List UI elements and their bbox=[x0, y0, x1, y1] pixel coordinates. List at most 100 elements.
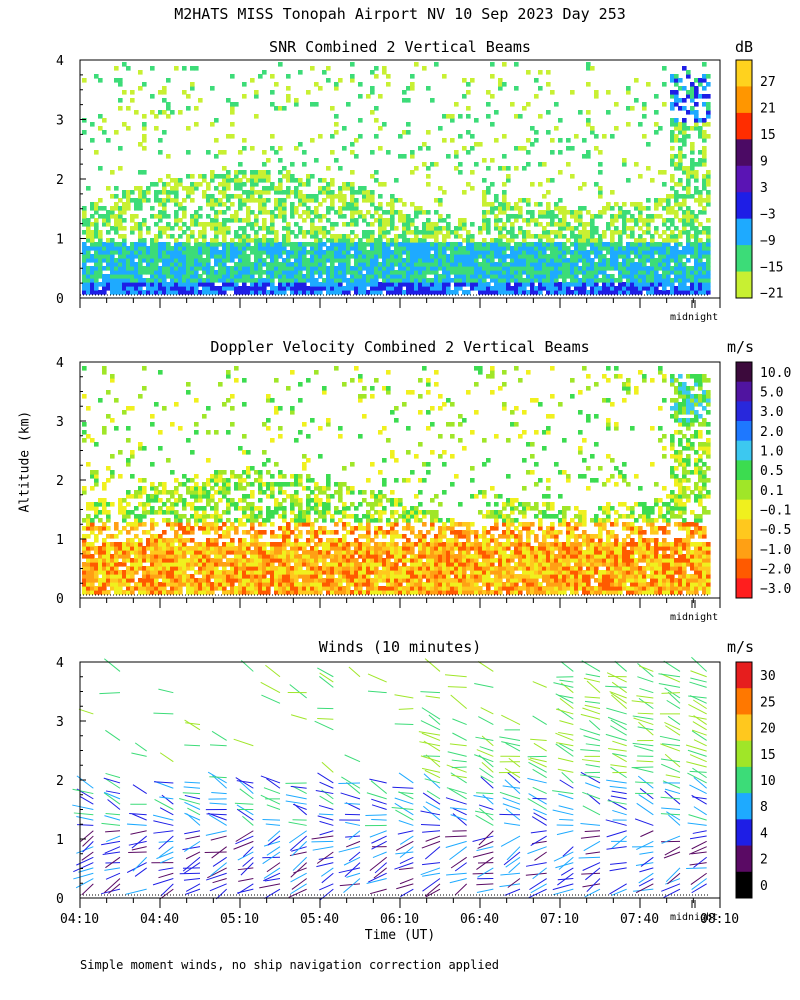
data-cell bbox=[662, 274, 667, 279]
data-cell bbox=[494, 286, 499, 291]
data-cell bbox=[358, 94, 363, 99]
data-cell bbox=[190, 270, 195, 275]
data-cell bbox=[178, 498, 183, 503]
data-cell bbox=[466, 90, 471, 95]
data-cell bbox=[142, 386, 147, 391]
data-cell bbox=[482, 210, 487, 215]
data-cell bbox=[222, 522, 227, 527]
data-cell bbox=[226, 282, 231, 287]
data-cell bbox=[170, 526, 175, 531]
data-cell bbox=[506, 238, 511, 243]
data-cell bbox=[526, 230, 531, 235]
data-cell bbox=[186, 530, 191, 535]
data-cell bbox=[290, 230, 295, 235]
data-cell bbox=[266, 578, 271, 583]
data-cell bbox=[318, 238, 323, 243]
data-cell bbox=[174, 546, 179, 551]
data-cell bbox=[398, 270, 403, 275]
data-cell bbox=[158, 218, 163, 223]
data-cell bbox=[406, 254, 411, 259]
data-cell bbox=[318, 134, 323, 139]
data-cell bbox=[470, 234, 475, 239]
data-cell bbox=[518, 282, 523, 287]
data-cell bbox=[330, 282, 335, 287]
data-cell bbox=[306, 262, 311, 267]
data-cell bbox=[102, 290, 107, 295]
data-cell bbox=[234, 558, 239, 563]
data-cell bbox=[86, 586, 91, 591]
data-cell bbox=[170, 542, 175, 547]
data-cell bbox=[610, 278, 615, 283]
data-cell bbox=[502, 154, 507, 159]
data-cell bbox=[306, 518, 311, 523]
data-cell bbox=[98, 502, 103, 507]
data-cell bbox=[670, 270, 675, 275]
data-cell bbox=[538, 278, 543, 283]
data-cell bbox=[242, 274, 247, 279]
data-cell bbox=[126, 274, 131, 279]
data-cell bbox=[294, 262, 299, 267]
data-cell bbox=[178, 266, 183, 271]
data-cell bbox=[242, 590, 247, 595]
data-cell bbox=[418, 262, 423, 267]
data-cell bbox=[258, 530, 263, 535]
data-cell bbox=[186, 174, 191, 179]
data-cell bbox=[122, 226, 127, 231]
data-cell bbox=[158, 542, 163, 547]
data-cell bbox=[694, 234, 699, 239]
data-cell bbox=[150, 242, 155, 247]
data-cell bbox=[406, 274, 411, 279]
data-cell bbox=[222, 266, 227, 271]
data-cell bbox=[214, 262, 219, 267]
data-cell bbox=[706, 170, 711, 175]
data-cell bbox=[226, 562, 231, 567]
data-cell bbox=[190, 478, 195, 483]
data-cell bbox=[126, 198, 131, 203]
data-cell bbox=[322, 70, 327, 75]
data-cell bbox=[546, 262, 551, 267]
data-cell bbox=[294, 266, 299, 271]
data-cell bbox=[418, 258, 423, 263]
data-cell bbox=[238, 150, 243, 155]
data-cell bbox=[394, 250, 399, 255]
data-cell bbox=[278, 482, 283, 487]
data-cell bbox=[374, 206, 379, 211]
data-cell bbox=[206, 582, 211, 587]
data-cell bbox=[310, 490, 315, 495]
data-cell bbox=[238, 250, 243, 255]
data-cell bbox=[262, 582, 267, 587]
data-cell bbox=[518, 206, 523, 211]
data-cell bbox=[282, 262, 287, 267]
data-cell bbox=[170, 590, 175, 595]
data-cell bbox=[690, 194, 695, 199]
data-cell bbox=[266, 398, 271, 403]
data-cell bbox=[674, 138, 679, 143]
data-cell bbox=[170, 254, 175, 259]
data-cell bbox=[370, 274, 375, 279]
data-cell bbox=[278, 554, 283, 559]
data-cell bbox=[150, 250, 155, 255]
data-cell bbox=[126, 106, 131, 111]
data-cell bbox=[362, 242, 367, 247]
data-cell bbox=[650, 278, 655, 283]
data-cell bbox=[138, 514, 143, 519]
data-cell bbox=[146, 186, 151, 191]
data-cell bbox=[462, 254, 467, 259]
data-cell bbox=[626, 258, 631, 263]
data-cell bbox=[650, 286, 655, 291]
data-cell bbox=[386, 274, 391, 279]
snr-unit-label: dB bbox=[735, 38, 754, 56]
data-cell bbox=[106, 578, 111, 583]
data-cell bbox=[118, 542, 123, 547]
data-cell bbox=[550, 262, 555, 267]
data-cell bbox=[462, 226, 467, 231]
data-cell bbox=[170, 586, 175, 591]
data-cell bbox=[306, 270, 311, 275]
data-cell bbox=[122, 574, 127, 579]
data-cell bbox=[126, 194, 131, 199]
data-cell bbox=[250, 522, 255, 527]
data-cell bbox=[678, 274, 683, 279]
data-cell bbox=[262, 242, 267, 247]
data-cell bbox=[694, 290, 699, 295]
data-cell bbox=[434, 242, 439, 247]
